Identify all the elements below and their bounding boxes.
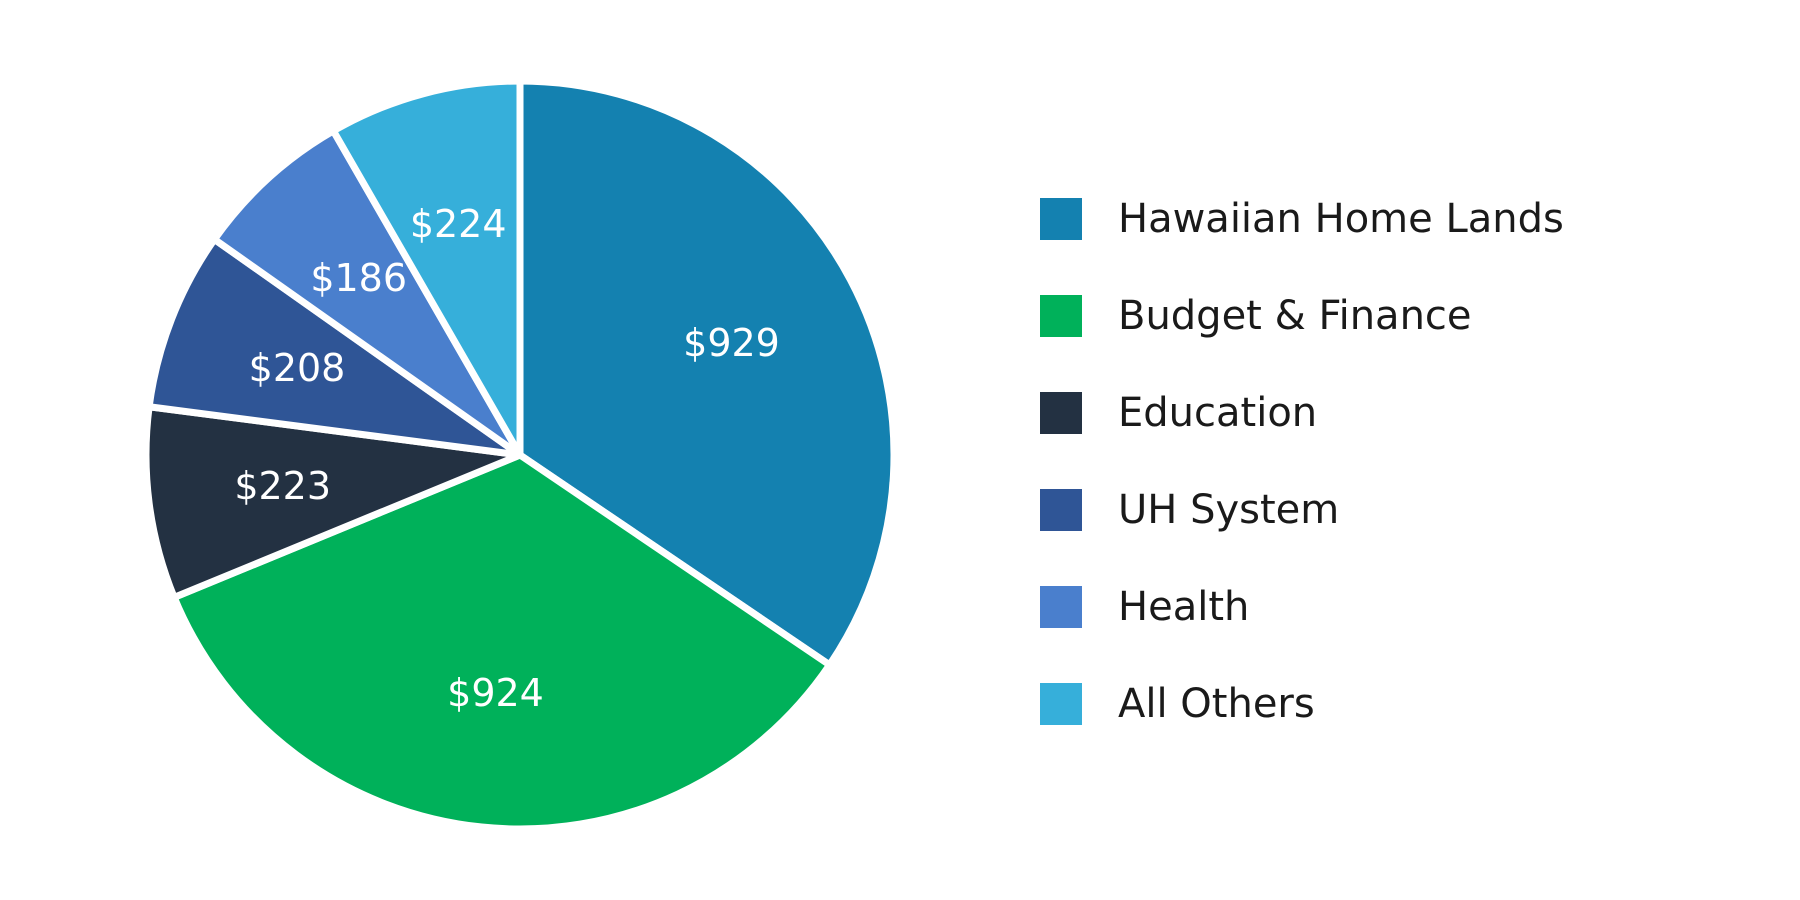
slice-value-label-health: $186 [310,256,407,300]
legend-label: Education [1118,389,1318,436]
legend-item-health: Health [1040,558,1564,655]
pie-slice-uh-system [145,235,524,459]
pie-slice-hawaiian-home-lands [516,77,898,669]
slice-value-label-all-others: $224 [410,202,507,246]
legend-item-uh-system: UH System [1040,461,1564,558]
legend-item-all-others: All Others [1040,655,1564,752]
pie-slice-all-others [329,77,524,459]
pie-slice-budget-finance [170,451,834,833]
legend-swatch [1040,488,1082,531]
pie-slice-health [210,127,524,459]
legend-item-budget-finance: Budget & Finance [1040,267,1564,364]
legend-swatch [1040,197,1082,240]
slice-value-label-budget-finance: $924 [447,671,544,715]
legend: Hawaiian Home Lands Budget & Finance Edu… [1040,170,1564,752]
legend-label: All Others [1118,680,1315,727]
legend-swatch [1040,294,1082,337]
legend-label: Budget & Finance [1118,292,1472,339]
legend-label: UH System [1118,486,1340,533]
pie-slices [142,77,898,833]
legend-swatch [1040,391,1082,434]
legend-item-hawaiian-home-lands: Hawaiian Home Lands [1040,170,1564,267]
legend-label: Hawaiian Home Lands [1118,195,1564,242]
slice-value-label-hawaiian-home-lands: $929 [683,321,780,365]
legend-swatch [1040,682,1082,725]
legend-item-education: Education [1040,364,1564,461]
pie-slice-education [142,403,524,601]
legend-swatch [1040,585,1082,628]
slice-value-label-education: $223 [234,464,331,508]
legend-label: Health [1118,583,1250,630]
pie-slice-labels: $929 $924 $223 $208 $186$224 [234,202,780,715]
slice-value-label-uh-system: $208 [249,346,346,390]
